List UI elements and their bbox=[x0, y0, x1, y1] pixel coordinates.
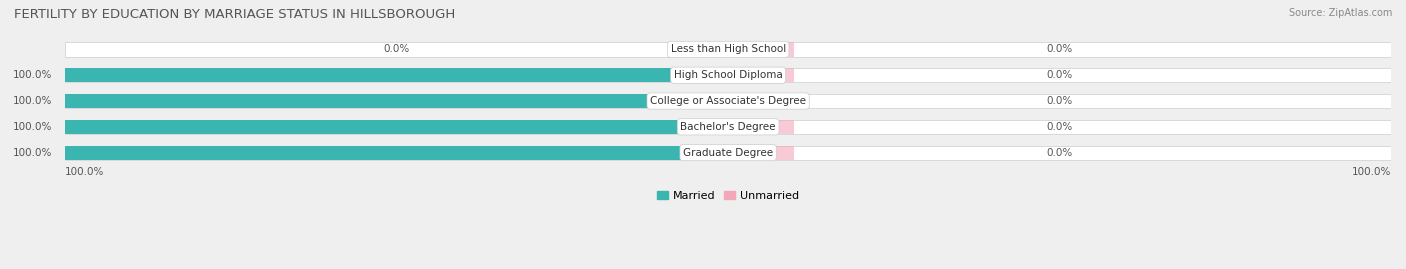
Text: 0.0%: 0.0% bbox=[384, 44, 411, 54]
Text: 0.0%: 0.0% bbox=[1046, 96, 1073, 106]
Text: 100.0%: 100.0% bbox=[65, 167, 104, 177]
Text: 100.0%: 100.0% bbox=[13, 96, 52, 106]
Text: Bachelor's Degree: Bachelor's Degree bbox=[681, 122, 776, 132]
Bar bbox=[728, 120, 794, 134]
Bar bbox=[728, 68, 794, 82]
Bar bbox=[65, 120, 728, 134]
Text: High School Diploma: High School Diploma bbox=[673, 70, 783, 80]
Bar bbox=[728, 94, 794, 108]
Bar bbox=[65, 94, 1391, 108]
Bar bbox=[65, 146, 1391, 160]
Bar bbox=[728, 42, 794, 56]
Bar bbox=[728, 146, 794, 160]
Bar bbox=[65, 68, 1391, 82]
Text: Source: ZipAtlas.com: Source: ZipAtlas.com bbox=[1288, 8, 1392, 18]
Text: 0.0%: 0.0% bbox=[1046, 122, 1073, 132]
Text: 100.0%: 100.0% bbox=[13, 70, 52, 80]
Text: 0.0%: 0.0% bbox=[1046, 44, 1073, 54]
Text: FERTILITY BY EDUCATION BY MARRIAGE STATUS IN HILLSBOROUGH: FERTILITY BY EDUCATION BY MARRIAGE STATU… bbox=[14, 8, 456, 21]
Bar bbox=[65, 42, 1391, 56]
Text: 100.0%: 100.0% bbox=[13, 148, 52, 158]
Text: 100.0%: 100.0% bbox=[13, 122, 52, 132]
Text: Less than High School: Less than High School bbox=[671, 44, 786, 54]
Bar bbox=[65, 68, 728, 82]
Text: College or Associate's Degree: College or Associate's Degree bbox=[650, 96, 806, 106]
Bar bbox=[65, 94, 728, 108]
Bar bbox=[65, 120, 1391, 134]
Text: 0.0%: 0.0% bbox=[1046, 70, 1073, 80]
Bar bbox=[65, 146, 728, 160]
Legend: Married, Unmarried: Married, Unmarried bbox=[652, 186, 803, 205]
Text: Graduate Degree: Graduate Degree bbox=[683, 148, 773, 158]
Text: 100.0%: 100.0% bbox=[1351, 167, 1391, 177]
Text: 0.0%: 0.0% bbox=[1046, 148, 1073, 158]
